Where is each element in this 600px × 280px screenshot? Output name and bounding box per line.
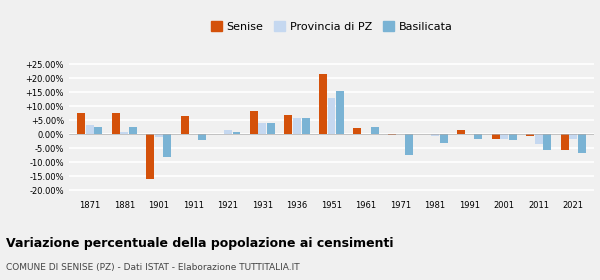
Bar <box>569 134 577 139</box>
Bar <box>94 127 103 134</box>
Bar <box>560 134 569 150</box>
Bar <box>544 134 551 150</box>
Bar <box>535 134 543 144</box>
Bar <box>388 134 396 135</box>
Bar <box>319 74 327 134</box>
Bar <box>405 134 413 155</box>
Bar <box>163 134 172 157</box>
Bar <box>500 134 508 139</box>
Bar <box>259 123 266 134</box>
Bar <box>233 132 241 134</box>
Text: Variazione percentuale della popolazione ai censimenti: Variazione percentuale della popolazione… <box>6 237 394 249</box>
Bar <box>146 134 154 179</box>
Bar <box>491 134 500 139</box>
Bar <box>431 134 439 136</box>
Bar <box>336 91 344 134</box>
Bar <box>526 134 534 136</box>
Bar <box>302 118 310 134</box>
Bar <box>475 134 482 139</box>
Bar <box>86 125 94 134</box>
Bar <box>250 111 258 134</box>
Bar <box>112 113 119 134</box>
Bar <box>267 123 275 134</box>
Bar <box>353 128 361 134</box>
Bar <box>440 134 448 143</box>
Bar <box>77 113 85 134</box>
Bar <box>198 134 206 140</box>
Bar <box>120 132 128 134</box>
Bar <box>155 134 163 137</box>
Bar <box>293 118 301 134</box>
Bar <box>328 98 335 134</box>
Text: COMUNE DI SENISE (PZ) - Dati ISTAT - Elaborazione TUTTITALIA.IT: COMUNE DI SENISE (PZ) - Dati ISTAT - Ela… <box>6 263 299 272</box>
Bar <box>457 130 465 134</box>
Bar <box>578 134 586 153</box>
Legend: Senise, Provincia di PZ, Basilicata: Senise, Provincia di PZ, Basilicata <box>206 17 457 36</box>
Bar <box>181 116 188 134</box>
Bar <box>224 130 232 134</box>
Bar <box>129 127 137 134</box>
Bar <box>284 115 292 134</box>
Bar <box>371 127 379 134</box>
Bar <box>509 134 517 140</box>
